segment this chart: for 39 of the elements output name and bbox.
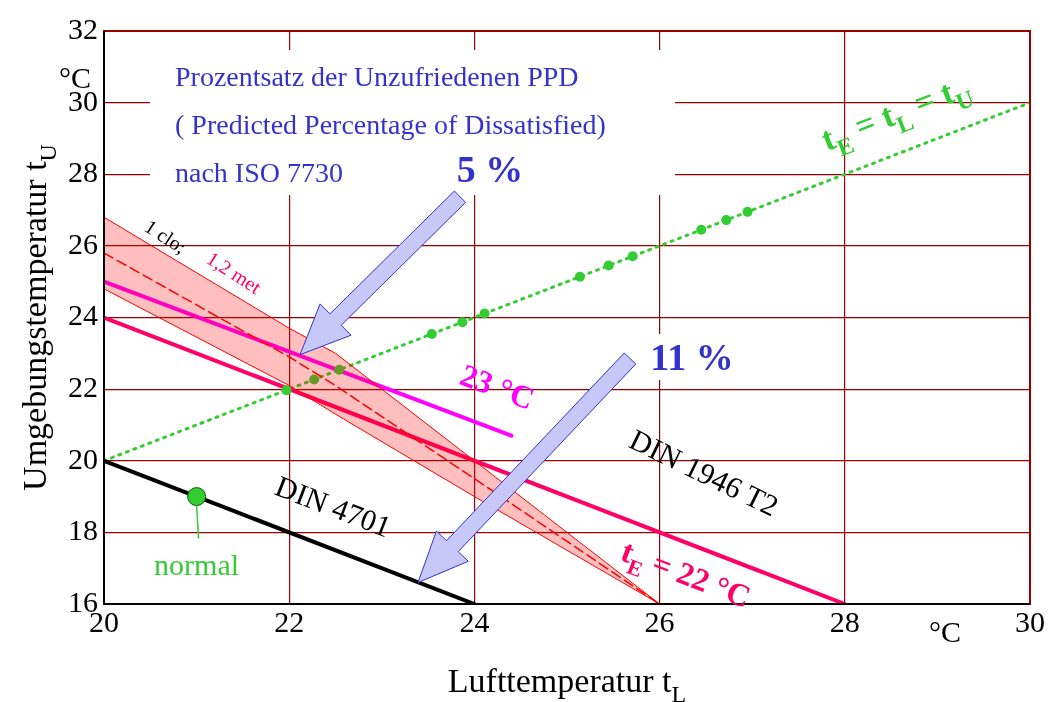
text: ( Predicted Percentage of Dissatisfied) <box>175 109 606 140</box>
y-tick-label: 22 <box>68 370 98 403</box>
y-tick-label: 18 <box>68 513 98 547</box>
point <box>334 364 345 375</box>
annotation: 1,2 met <box>202 246 266 299</box>
text: Prozentsatz der Unzufriedenen PPD <box>175 61 579 92</box>
point <box>627 251 638 262</box>
y-tick-label: 28 <box>68 155 98 189</box>
point <box>603 260 614 271</box>
point <box>281 385 292 396</box>
point <box>426 328 437 339</box>
point <box>721 215 732 226</box>
y-axis-title: Umgebungstemperatur tU <box>16 144 62 491</box>
point <box>187 487 207 507</box>
annotation: 11 % <box>650 336 734 378</box>
y-tick-label: 26 <box>68 226 98 260</box>
point <box>479 308 490 319</box>
point <box>696 224 707 235</box>
text: tE = tL = tU <box>815 72 978 162</box>
x-tick-label: 26 <box>644 604 675 638</box>
x-tick-label: 24 <box>459 604 490 638</box>
text: 23 °C <box>455 356 540 417</box>
annotation: DIN 1946 T2 <box>624 422 784 523</box>
point <box>309 374 320 385</box>
x-tick-label: 28 <box>829 604 860 638</box>
annotation: nach ISO 7730 <box>175 157 343 188</box>
point <box>457 317 468 328</box>
point <box>742 206 753 217</box>
point <box>574 271 585 282</box>
x-tick-label: 30 <box>1015 604 1045 638</box>
annotation: 1 clo; <box>140 214 191 258</box>
legend-label: normal <box>154 547 240 581</box>
y-tick-label: 24 <box>68 298 98 332</box>
text: DIN 4701 <box>271 468 396 544</box>
text: °C <box>929 615 962 648</box>
y-tick-label: 20 <box>68 441 98 475</box>
annotation: 5 % <box>456 148 524 190</box>
y-tick-label: 32 <box>68 11 98 45</box>
x-tick-label: 22 <box>274 604 305 638</box>
